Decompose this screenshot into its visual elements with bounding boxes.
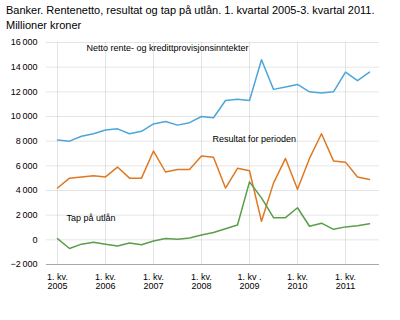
svg-text:Resultat for perioden: Resultat for perioden [213,134,297,144]
svg-text:−2 000: −2 000 [10,259,37,269]
svg-text:Tap på utlån: Tap på utlån [67,213,116,223]
svg-text:8 000: 8 000 [16,136,38,146]
html-text:Millioner kroner: Millioner kroner [6,19,82,31]
svg-text:16 000: 16 000 [11,37,38,47]
svg-text:1. kv.2005: 1. kv.2005 [47,272,68,291]
svg-text:6 000: 6 000 [16,161,38,171]
svg-text:1. kv.2007: 1. kv.2007 [143,272,164,291]
svg-text:Netto rente- og kredittprovisj: Netto rente- og kredittprovisjonsinntekt… [87,43,249,53]
svg-text:1. kv.2010: 1. kv.2010 [287,272,308,291]
svg-text:12 000: 12 000 [11,87,38,97]
svg-text:14 000: 14 000 [11,62,38,72]
svg-text:10 000: 10 000 [11,111,38,121]
html-text:Banker. Rentenetto, resultat o: Banker. Rentenetto, resultat og tap på u… [6,4,375,16]
svg-text:4 000: 4 000 [16,185,38,195]
svg-text:2 000: 2 000 [16,210,38,220]
svg-text:1. kv.2006: 1. kv.2006 [95,272,116,291]
svg-text:1. kv.2011: 1. kv.2011 [335,272,356,291]
svg-text:1. kv .2009: 1. kv .2009 [237,272,261,291]
svg-text:1. kv.2008: 1. kv.2008 [191,272,212,291]
svg-text:0: 0 [32,235,37,245]
